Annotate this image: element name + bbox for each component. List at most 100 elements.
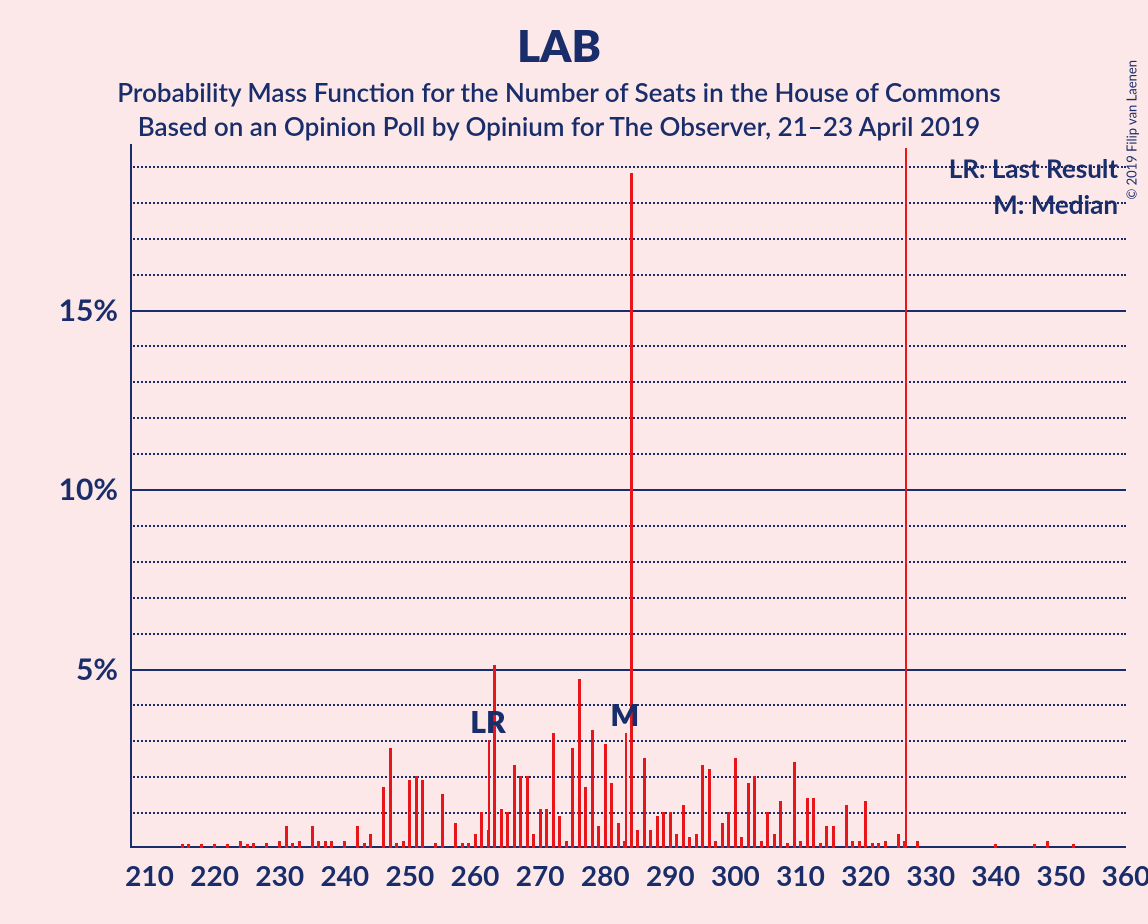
x-tick-label: 290 bbox=[646, 858, 695, 892]
data-bar bbox=[994, 844, 997, 848]
data-bar bbox=[395, 843, 398, 848]
data-bar bbox=[1072, 844, 1075, 848]
y-tick-label: 5% bbox=[76, 651, 118, 687]
data-bar bbox=[793, 762, 796, 848]
copyright-text: © 2019 Filip van Laenen bbox=[1124, 60, 1140, 200]
data-bar bbox=[636, 830, 639, 848]
marker-line bbox=[625, 733, 627, 848]
data-bar bbox=[662, 812, 665, 848]
data-bar bbox=[584, 787, 587, 848]
data-bar bbox=[825, 826, 828, 848]
data-bar bbox=[246, 844, 249, 848]
data-bar bbox=[604, 744, 607, 848]
x-tick-label: 270 bbox=[516, 858, 565, 892]
data-bar bbox=[682, 805, 685, 848]
data-bar bbox=[226, 844, 229, 848]
grid-minor bbox=[130, 166, 1126, 168]
grid-minor bbox=[130, 812, 1126, 814]
data-bar bbox=[278, 841, 281, 848]
grid-minor bbox=[130, 453, 1126, 455]
y-axis-line bbox=[130, 144, 132, 848]
grid-minor bbox=[130, 202, 1126, 204]
x-tick-label: 220 bbox=[190, 858, 239, 892]
data-bar bbox=[291, 843, 294, 848]
data-bar bbox=[500, 809, 503, 848]
data-bar bbox=[643, 758, 646, 848]
grid-minor bbox=[130, 740, 1126, 742]
data-bar bbox=[356, 826, 359, 848]
data-bar bbox=[649, 830, 652, 848]
data-bar bbox=[727, 812, 730, 848]
x-tick-label: 210 bbox=[125, 858, 174, 892]
data-bar bbox=[721, 823, 724, 848]
legend-last-result: LR: Last Result bbox=[949, 152, 1118, 184]
data-bar bbox=[298, 841, 301, 848]
data-bar bbox=[461, 843, 464, 848]
chart-subtitle-2: Based on an Opinion Poll by Opinium for … bbox=[0, 110, 1118, 142]
data-bar bbox=[851, 841, 854, 848]
data-bar bbox=[441, 794, 444, 848]
data-bar bbox=[239, 841, 242, 848]
grid-minor bbox=[130, 417, 1126, 419]
data-bar bbox=[252, 843, 255, 848]
x-tick-label: 320 bbox=[841, 858, 890, 892]
grid-major bbox=[130, 489, 1126, 491]
data-bar bbox=[181, 844, 184, 848]
data-bar bbox=[806, 798, 809, 848]
plot-area: LR: Last Result M: Median 5%10%15%210220… bbox=[130, 148, 1126, 848]
data-bar bbox=[747, 783, 750, 848]
data-bar bbox=[760, 841, 763, 848]
data-bar bbox=[845, 805, 848, 848]
data-bar bbox=[669, 812, 672, 848]
data-bar bbox=[506, 812, 509, 848]
data-bar bbox=[597, 826, 600, 848]
data-bar bbox=[565, 841, 568, 848]
data-bar bbox=[545, 809, 548, 848]
data-bar bbox=[740, 837, 743, 848]
data-bar bbox=[578, 679, 581, 848]
data-bar bbox=[708, 769, 711, 848]
data-bar bbox=[734, 758, 737, 848]
data-bar bbox=[675, 834, 678, 848]
data-bar bbox=[591, 730, 594, 848]
data-bar bbox=[832, 826, 835, 848]
data-bar bbox=[773, 834, 776, 848]
data-bar bbox=[415, 776, 418, 848]
data-bar bbox=[474, 834, 477, 848]
data-bar bbox=[187, 844, 190, 848]
x-tick-label: 340 bbox=[971, 858, 1020, 892]
data-bar bbox=[213, 844, 216, 848]
x-tick-label: 260 bbox=[451, 858, 500, 892]
data-bar bbox=[897, 834, 900, 848]
data-bar bbox=[317, 841, 320, 848]
data-bar bbox=[858, 841, 861, 848]
data-bar bbox=[532, 834, 535, 848]
data-bar bbox=[558, 816, 561, 848]
data-bar bbox=[519, 776, 522, 848]
data-bar bbox=[877, 843, 880, 848]
data-bar bbox=[571, 748, 574, 849]
data-bar bbox=[324, 841, 327, 848]
x-tick-label: 280 bbox=[581, 858, 630, 892]
data-bar bbox=[330, 841, 333, 848]
chart-title: LAB bbox=[0, 20, 1118, 72]
grid-minor bbox=[130, 381, 1126, 383]
data-bar bbox=[688, 837, 691, 848]
data-bar bbox=[630, 173, 633, 848]
y-tick-label: 15% bbox=[59, 292, 118, 328]
x-tick-label: 240 bbox=[320, 858, 369, 892]
data-bar bbox=[382, 787, 385, 848]
data-bar bbox=[1046, 841, 1049, 848]
grid-minor bbox=[130, 345, 1126, 347]
data-bar bbox=[753, 776, 756, 848]
data-bar bbox=[884, 841, 887, 848]
marker-line bbox=[905, 148, 907, 848]
data-bar bbox=[871, 843, 874, 848]
data-bar bbox=[610, 783, 613, 848]
grid-minor bbox=[130, 238, 1126, 240]
data-bar bbox=[526, 776, 529, 848]
grid-minor bbox=[130, 561, 1126, 563]
data-bar bbox=[552, 733, 555, 848]
data-bar bbox=[493, 665, 496, 848]
x-tick-label: 300 bbox=[711, 858, 760, 892]
